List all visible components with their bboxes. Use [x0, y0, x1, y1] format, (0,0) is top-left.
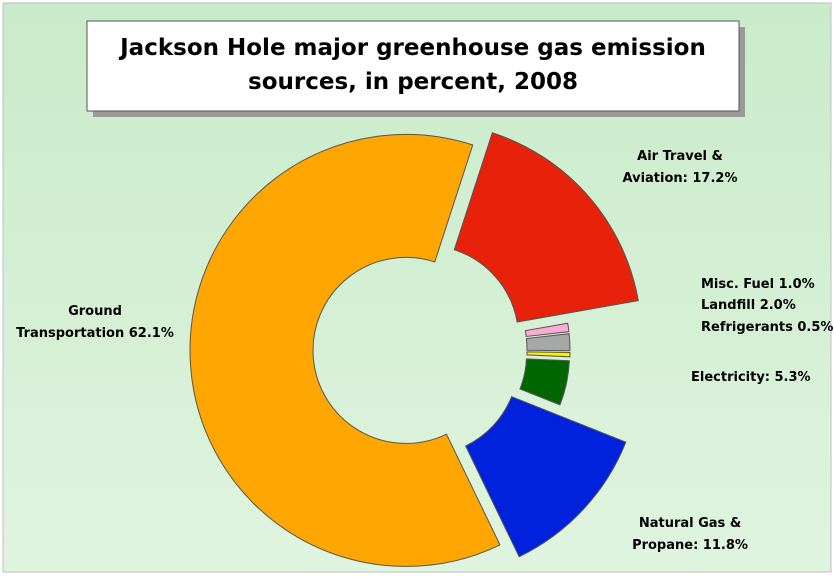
label-electricity: Electricity: 5.3% [691, 370, 811, 385]
slice-misc-fuel [524, 322, 570, 338]
label-air-travel: Air Travel & Aviation: 17.2% [623, 149, 738, 186]
label-line: Landfill 2.0% [701, 298, 796, 313]
slice-air-travel [453, 132, 639, 323]
title-line-2: sources, in percent, 2008 [248, 69, 578, 95]
title-line-1: Jackson Hole major greenhouse gas emissi… [118, 35, 706, 61]
label-misc-fuel: Misc. Fuel 1.0% [701, 277, 815, 292]
label-ground-transportation: Ground Transportation 62.1% [16, 304, 174, 341]
slice-electricity [519, 358, 570, 406]
title-box [86, 20, 740, 112]
donut-slices [189, 132, 639, 567]
slice-natural-gas [464, 395, 627, 558]
label-line: Transportation 62.1% [16, 326, 174, 341]
label-line: Propane: 11.8% [632, 538, 748, 553]
label-line: Natural Gas & [639, 516, 741, 531]
label-line: Misc. Fuel 1.0% [701, 277, 815, 292]
label-line: Ground [68, 304, 122, 319]
label-line: Electricity: 5.3% [691, 370, 811, 385]
label-natural-gas: Natural Gas & Propane: 11.8% [632, 516, 748, 553]
label-line: Aviation: 17.2% [623, 171, 738, 186]
slice-landfill [525, 333, 571, 352]
label-refrigerants: Refrigerants 0.5% [701, 320, 833, 335]
chart-title: Jackson Hole major greenhouse gas emissi… [86, 20, 745, 117]
slice-ground-transportation [189, 133, 501, 567]
label-landfill: Landfill 2.0% [701, 298, 796, 313]
label-line: Air Travel & [637, 149, 723, 164]
slice-labels: Air Travel & Aviation: 17.2% Misc. Fuel 1.… [16, 149, 833, 553]
label-line: Refrigerants 0.5% [701, 320, 833, 335]
slice-refrigerants [526, 351, 571, 358]
